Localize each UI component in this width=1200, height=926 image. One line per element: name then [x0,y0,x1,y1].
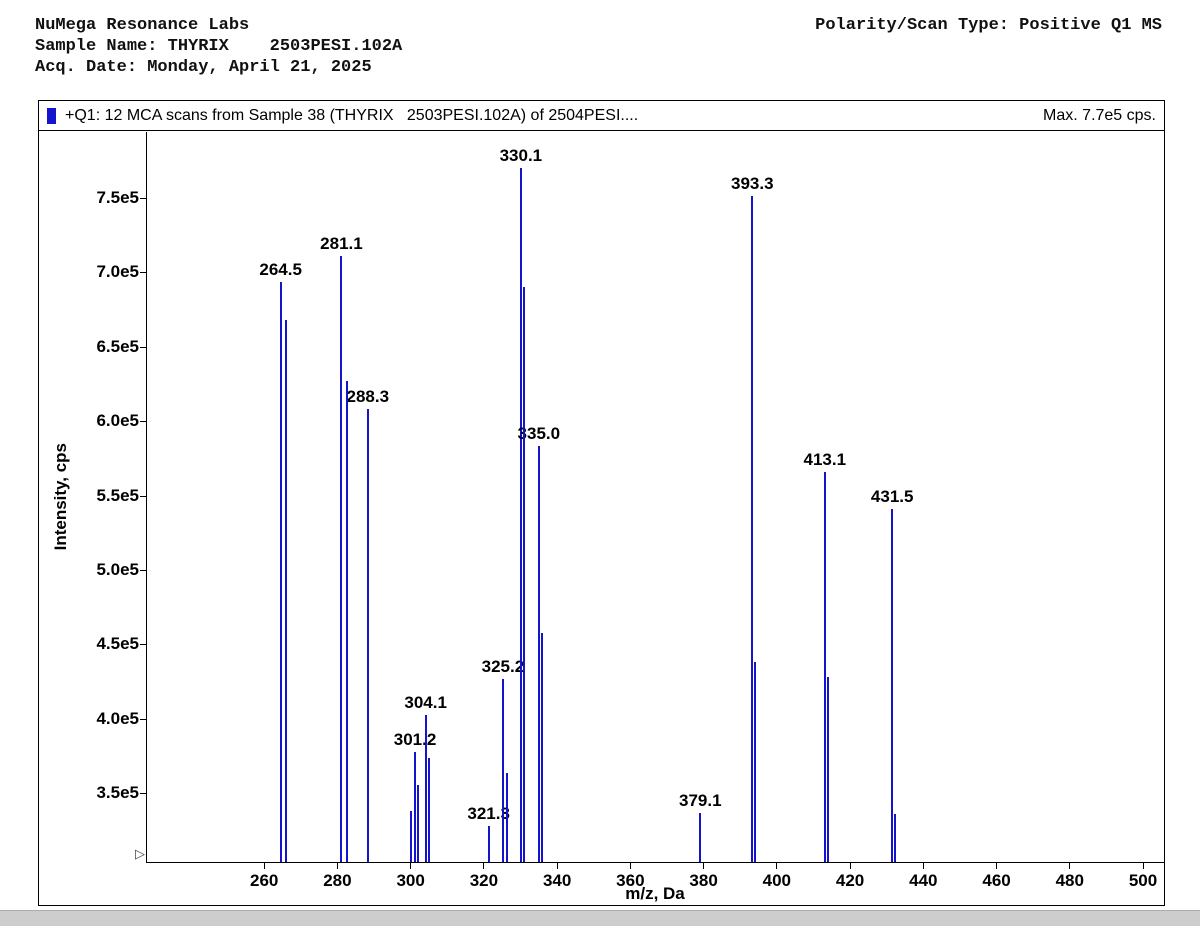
spectrum-peak [340,255,343,862]
x-axis-tick-label: 280 [323,871,352,890]
spectrum-peak [501,678,504,862]
spectrum-peak [827,677,830,862]
axis-origin-marker-icon: ▷ [135,846,145,861]
spectrum-peak [279,282,282,862]
y-axis-tick [140,272,146,274]
x-axis-tick-label: 460 [982,871,1011,890]
x-axis-tick [483,863,485,869]
spectrum-peak [519,167,522,862]
y-axis-title-text: Intensity, cps [51,443,70,551]
spectrum-peak [751,196,754,862]
spectrum-peak [699,812,702,862]
x-axis-tick [776,863,778,869]
peak-label: 413.1 [803,449,847,469]
x-axis-tick-label: 260 [249,871,279,890]
peak-label: 325.2 [481,656,525,676]
y-axis-tick [140,570,146,571]
spectrum-peak [537,446,540,862]
peak-label: 301.2 [393,729,437,749]
x-axis-tick-label: 440 [909,871,938,890]
x-axis-tick-label: 300 [396,871,425,890]
spectrum-peak [410,811,413,862]
peak-label: 393.3 [731,174,774,194]
spectrum-title-bar: +Q1: 12 MCA scans from Sample 38 (THYRIX… [39,101,1164,131]
y-axis-tick-label: 6.0e5 [96,411,139,431]
sample-name: Sample Name: THYRIX 2503PESI.102A [35,37,403,56]
spectrum-peak [523,286,526,862]
y-axis-tick-label: 4.0e5 [96,708,139,728]
y-axis-tick-label: 5.0e5 [96,560,139,579]
spectrum-peak [366,409,369,862]
y-axis-tick [140,421,146,423]
x-axis-tick-label: 340 [542,871,572,890]
x-axis-tick [336,863,338,869]
peak-label: 431.5 [870,486,914,506]
peak-label: 264.5 [259,260,302,280]
x-axis-tick-label: 480 [1055,871,1084,890]
x-axis-tick-label: 380 [689,871,718,890]
max-intensity-label: Max. 7.7e5 cps. [1043,106,1156,124]
y-axis-tick-label: 7.0e5 [96,262,139,282]
x-axis-title: m/z, Da [625,884,685,903]
peak-label: 288.3 [346,387,390,407]
spectrum-peak [487,826,490,862]
peak-label: 379.1 [679,790,722,810]
y-axis-tick-label: 7.5e5 [96,187,139,207]
x-axis-tick-label: 360 [616,871,645,890]
peak-label: 304.1 [404,692,447,712]
x-axis-tick [556,863,558,869]
y-axis-tick [140,793,146,795]
x-axis-tick [1069,863,1071,869]
x-axis-tick [1142,863,1144,869]
peak-label: 321.3 [467,804,510,824]
spectrum-peak [894,814,897,862]
y-axis-tick [140,495,146,497]
spectrum-peak [541,632,544,862]
y-axis-tick [140,197,146,199]
x-axis-tick-label: 320 [469,871,499,890]
spectrum-peak [823,471,826,862]
x-axis-tick [849,863,851,869]
peak-label: 281.1 [320,233,363,253]
spectrum-peak [891,508,894,862]
plot-wrapper: Intensity, cps ▷ 260 280 300 320 340 360 380 40… [39,132,1165,905]
y-axis-tick [140,644,146,646]
y-axis-tick-label: 4.5e5 [96,634,139,654]
spectrum-panel: +Q1: 12 MCA scans from Sample 38 (THYRIX… [38,100,1165,906]
x-axis-tick [996,863,998,869]
x-axis-tick-label: 400 [762,871,792,890]
window-bottom-strip [0,910,1200,926]
peak-label: 330.1 [499,145,543,165]
spectrum-peak [424,714,427,862]
plot-area: ▷ 260 280 300 320 340 360 380 400 420 440 460 480 50… [96,132,1165,890]
x-axis-tick [410,863,412,869]
y-axis-tick-label: 5.5e5 [96,485,139,505]
y-axis-title: Intensity, cps [51,132,71,862]
y-axis-tick [140,718,146,720]
spectrum-title: +Q1: 12 MCA scans from Sample 38 (THYRIX… [65,106,639,124]
y-axis-tick-label: 3.5e5 [96,783,139,803]
y-axis-tick-label: 6.5e5 [96,336,139,356]
acquisition-date: Acq. Date: Monday, April 21, 2025 [35,58,372,77]
x-axis-tick [629,863,631,869]
x-axis-tick-label: 420 [835,871,865,890]
x-axis-tick [263,863,265,869]
spectrum-peak [414,751,417,862]
polarity-scan-type: Polarity/Scan Type: Positive Q1 MS [815,16,1162,35]
peak-label: 335.0 [517,424,561,444]
spectrum-peak [505,772,508,862]
spectrum-peak [417,784,420,862]
lab-name: NuMega Resonance Labs [35,16,250,35]
x-axis-tick [922,863,924,869]
x-axis-tick [703,863,705,869]
spectrum-peak [284,319,287,862]
y-axis-tick [140,346,146,348]
spectrum-peak [754,662,757,862]
x-axis-tick-label: 500 [1128,871,1158,890]
trace-color-swatch-icon [47,107,56,124]
spectrum-peak [428,757,431,862]
spectrum-peak [345,380,348,862]
